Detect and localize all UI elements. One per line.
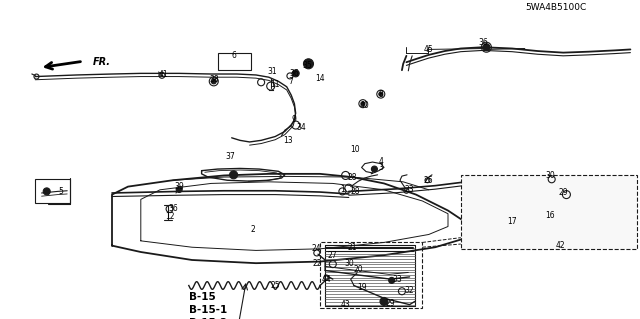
Text: 21: 21 xyxy=(348,243,356,252)
Text: 6: 6 xyxy=(231,51,236,60)
Text: 3: 3 xyxy=(378,163,383,172)
Circle shape xyxy=(211,79,216,84)
Text: 27: 27 xyxy=(328,251,338,260)
Circle shape xyxy=(176,187,182,192)
Bar xyxy=(320,242,422,308)
Circle shape xyxy=(292,70,299,77)
Text: 32: 32 xyxy=(404,286,415,295)
Text: 31: 31 xyxy=(267,67,277,76)
Circle shape xyxy=(380,297,388,306)
Text: 10: 10 xyxy=(350,145,360,154)
Text: 36: 36 xyxy=(168,204,178,213)
Text: 7: 7 xyxy=(289,77,294,86)
Text: 43: 43 xyxy=(340,300,351,309)
Text: 33: 33 xyxy=(392,275,402,284)
Text: 19: 19 xyxy=(356,283,367,292)
Text: 22: 22 xyxy=(312,259,321,268)
Text: 35: 35 xyxy=(302,61,312,70)
Text: 30: 30 xyxy=(545,171,556,180)
Text: 42: 42 xyxy=(555,241,565,250)
Circle shape xyxy=(379,92,383,96)
Text: 28: 28 xyxy=(351,187,360,196)
Text: 44: 44 xyxy=(321,275,332,284)
Text: 45: 45 xyxy=(424,45,434,54)
Text: 8: 8 xyxy=(378,90,383,99)
Text: 1: 1 xyxy=(340,185,345,194)
Circle shape xyxy=(303,59,314,69)
Circle shape xyxy=(371,166,378,172)
Text: 24: 24 xyxy=(312,244,322,253)
Text: 25: 25 xyxy=(270,281,280,290)
Text: 36: 36 xyxy=(289,69,300,78)
Text: 4: 4 xyxy=(378,157,383,166)
Text: B-15-1: B-15-1 xyxy=(189,305,227,315)
Text: 38: 38 xyxy=(209,75,220,84)
Text: 5WA4B5100C: 5WA4B5100C xyxy=(525,3,586,12)
Text: 23: 23 xyxy=(404,185,415,194)
Text: B-15-2: B-15-2 xyxy=(189,318,227,319)
Text: 5: 5 xyxy=(58,187,63,196)
Circle shape xyxy=(44,188,50,195)
Text: 20: 20 xyxy=(353,265,364,274)
Text: 9: 9 xyxy=(292,115,297,124)
Text: 14: 14 xyxy=(315,74,325,83)
Text: 16: 16 xyxy=(545,211,556,220)
Text: 37: 37 xyxy=(225,152,236,161)
Text: 2: 2 xyxy=(250,225,255,234)
Circle shape xyxy=(483,44,490,51)
Circle shape xyxy=(361,102,365,106)
Bar xyxy=(35,179,70,203)
Text: FR.: FR. xyxy=(93,57,111,67)
Text: 11: 11 xyxy=(271,80,280,89)
Text: 13: 13 xyxy=(283,136,293,145)
Bar xyxy=(218,53,251,70)
Text: 12: 12 xyxy=(165,212,174,221)
Text: 29: 29 xyxy=(385,299,396,308)
Text: 41: 41 xyxy=(158,70,168,79)
Circle shape xyxy=(230,171,237,179)
Text: 26: 26 xyxy=(424,176,434,185)
Text: 28: 28 xyxy=(348,173,356,182)
Text: 17: 17 xyxy=(507,217,517,226)
Text: 34: 34 xyxy=(296,123,306,132)
Text: B-15: B-15 xyxy=(189,292,216,302)
Text: 39: 39 xyxy=(174,182,184,191)
Bar xyxy=(461,175,637,249)
Text: 29: 29 xyxy=(558,189,568,197)
Text: 36: 36 xyxy=(478,38,488,47)
Text: 40: 40 xyxy=(360,101,370,110)
Text: 30: 30 xyxy=(344,259,354,268)
Circle shape xyxy=(388,278,395,283)
